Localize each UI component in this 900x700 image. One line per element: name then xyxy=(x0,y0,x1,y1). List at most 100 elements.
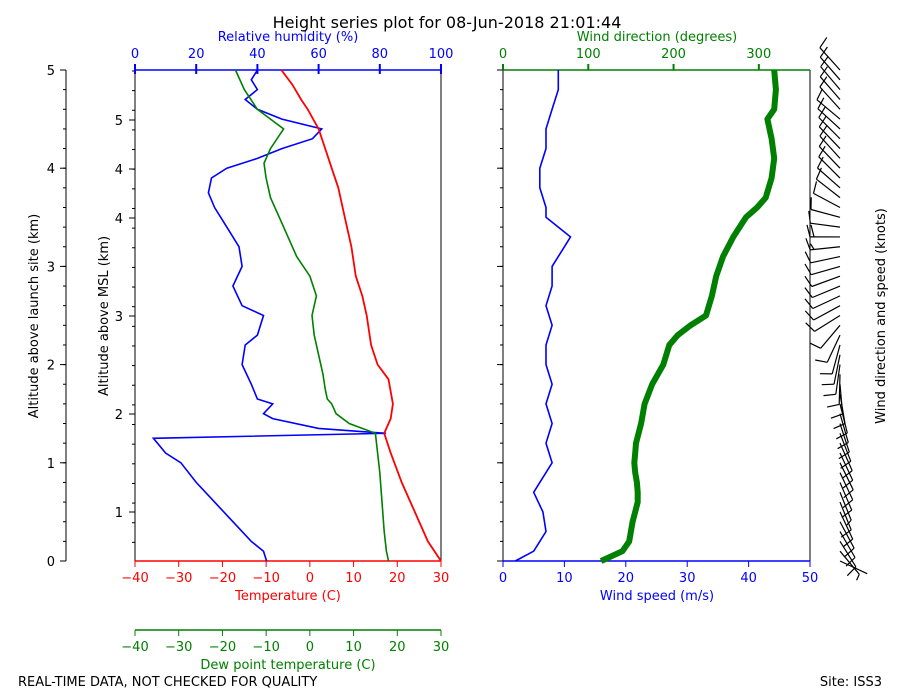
wind-barb xyxy=(819,76,841,110)
wind-barb-feather xyxy=(809,243,815,250)
wind-barb-feather xyxy=(843,489,854,499)
wind-barb-shaft xyxy=(812,295,841,310)
wind-barb-feather xyxy=(804,263,812,276)
msl-altitude-tick-label: 4 xyxy=(115,163,123,178)
wind-barb-feather xyxy=(804,298,814,309)
wind-barb-shaft xyxy=(811,265,841,276)
wind-barb-shaft xyxy=(817,108,841,130)
wind-barb-shaft xyxy=(811,275,841,288)
wind-direction-axis-label: Wind direction (degrees) xyxy=(577,30,737,45)
wind-barb xyxy=(839,521,855,557)
msl-altitude-tick-label: 2 xyxy=(115,408,123,423)
wind-barb-feather xyxy=(830,413,843,419)
wind-barb-shaft xyxy=(819,135,841,159)
wind-barb-shaft xyxy=(839,452,854,481)
wind-barb-shaft xyxy=(812,285,841,299)
wind-barb-feather xyxy=(844,547,855,557)
wind-panel: 0 10 20 30 40 50 0 100 200 300 Wind direction (de… xyxy=(497,30,818,604)
wind-speed-tick-label: 20 xyxy=(618,571,635,586)
wind-barb xyxy=(819,66,841,100)
wind-barb-feather xyxy=(842,479,854,489)
wind-barb xyxy=(815,167,841,199)
site-label: Site: ISS3 xyxy=(820,675,882,690)
wind-barb-feather xyxy=(818,135,827,147)
temperature-tick-label: −20 xyxy=(209,571,236,586)
wind-barb xyxy=(815,334,841,363)
wind-barb-feather xyxy=(804,287,813,298)
wind-barb-feather xyxy=(816,88,823,101)
wind-barb-feather xyxy=(856,573,860,581)
wind-barb-shaft xyxy=(839,521,855,549)
wind-barb-feather xyxy=(815,167,822,180)
msl-altitude-tick-label: 5 xyxy=(115,114,123,129)
wind-barb-feather xyxy=(840,529,852,538)
msl-altitude-tick-label: 4 xyxy=(115,212,123,227)
wind-barb-feather xyxy=(838,451,850,460)
wind-barb-feather xyxy=(805,322,816,332)
wind-direction-series-line xyxy=(599,69,779,564)
wind-barb-feather xyxy=(842,470,853,479)
wind-barb-shaft xyxy=(820,66,841,91)
wind-barb-feather xyxy=(818,145,826,158)
wind-barb-shaft xyxy=(810,255,841,264)
wind-barb-shaft xyxy=(819,56,841,81)
wind-barb-feather xyxy=(840,460,852,469)
wind-barb xyxy=(839,472,854,509)
wind-barb-feather xyxy=(842,499,854,509)
wind-barb-shaft xyxy=(839,433,852,462)
wind-barb-feather xyxy=(841,509,853,518)
wind-barb-shaft xyxy=(839,472,854,501)
wind-barb xyxy=(816,156,841,189)
wind-barb-feather xyxy=(846,519,852,526)
wind-barb xyxy=(839,511,854,548)
wind-speed-series-line xyxy=(514,70,572,562)
wind-barb xyxy=(821,354,841,386)
wind-barb-shaft xyxy=(810,222,841,228)
dewpoint-tick-label: 20 xyxy=(389,640,406,655)
wind-barb-shaft xyxy=(813,192,841,209)
dewpoint-tick-label: −40 xyxy=(121,640,148,655)
dewpoint-tick-label: −20 xyxy=(209,640,236,655)
wind-barb xyxy=(826,374,841,408)
launch-altitude-tick-label: 0 xyxy=(47,555,55,570)
wind-direction-tick-label: 300 xyxy=(746,47,771,62)
wind-barb-shaft xyxy=(831,344,841,375)
wind-barb-shaft xyxy=(818,145,841,169)
wind-barb-feather xyxy=(842,538,854,548)
wind-barb-shaft xyxy=(819,47,841,71)
dewpoint-tick-label: 30 xyxy=(433,640,450,655)
wind-direction-tick-label: 200 xyxy=(661,47,686,62)
figure-title: Height series plot for 08-Jun-2018 21:01… xyxy=(273,13,622,32)
rh-series-line xyxy=(151,69,386,562)
wind-barb-shaft xyxy=(839,501,852,531)
temperature-tick-label: −40 xyxy=(121,571,148,586)
wind-barb-feather xyxy=(804,251,812,264)
temperature-tick-label: 10 xyxy=(345,571,362,586)
wind-barb xyxy=(805,238,841,251)
wind-barb-feather xyxy=(821,383,835,386)
wind-barb xyxy=(839,501,852,538)
dewpoint-tick-label: −30 xyxy=(165,640,192,655)
wind-direction-tick-label: 0 xyxy=(499,47,507,62)
wind-barb xyxy=(838,423,850,460)
msl-altitude-tick-label: 3 xyxy=(115,310,123,325)
wind-barb-shaft xyxy=(816,178,841,199)
dewpoint-series-line xyxy=(234,69,390,562)
rh-tick-label: 100 xyxy=(429,47,454,62)
wind-speed-axis-label: Wind speed (m/s) xyxy=(600,589,714,604)
wind-barbs xyxy=(804,37,868,581)
wind-barb xyxy=(809,324,841,349)
wind-barb-feather xyxy=(833,423,846,430)
wind-barb xyxy=(805,314,841,332)
temperature-axis-label: Temperature (C) xyxy=(234,589,341,604)
wind-barb xyxy=(823,364,841,397)
wind-barb xyxy=(804,305,841,321)
wind-barb xyxy=(819,344,841,375)
wind-barb-feather xyxy=(819,37,828,49)
wind-barb-feather xyxy=(819,66,828,78)
wind-barb-shaft xyxy=(816,99,841,120)
wind-barb xyxy=(830,384,844,419)
wind-barb-feather xyxy=(837,441,849,450)
wind-barb xyxy=(839,433,852,469)
